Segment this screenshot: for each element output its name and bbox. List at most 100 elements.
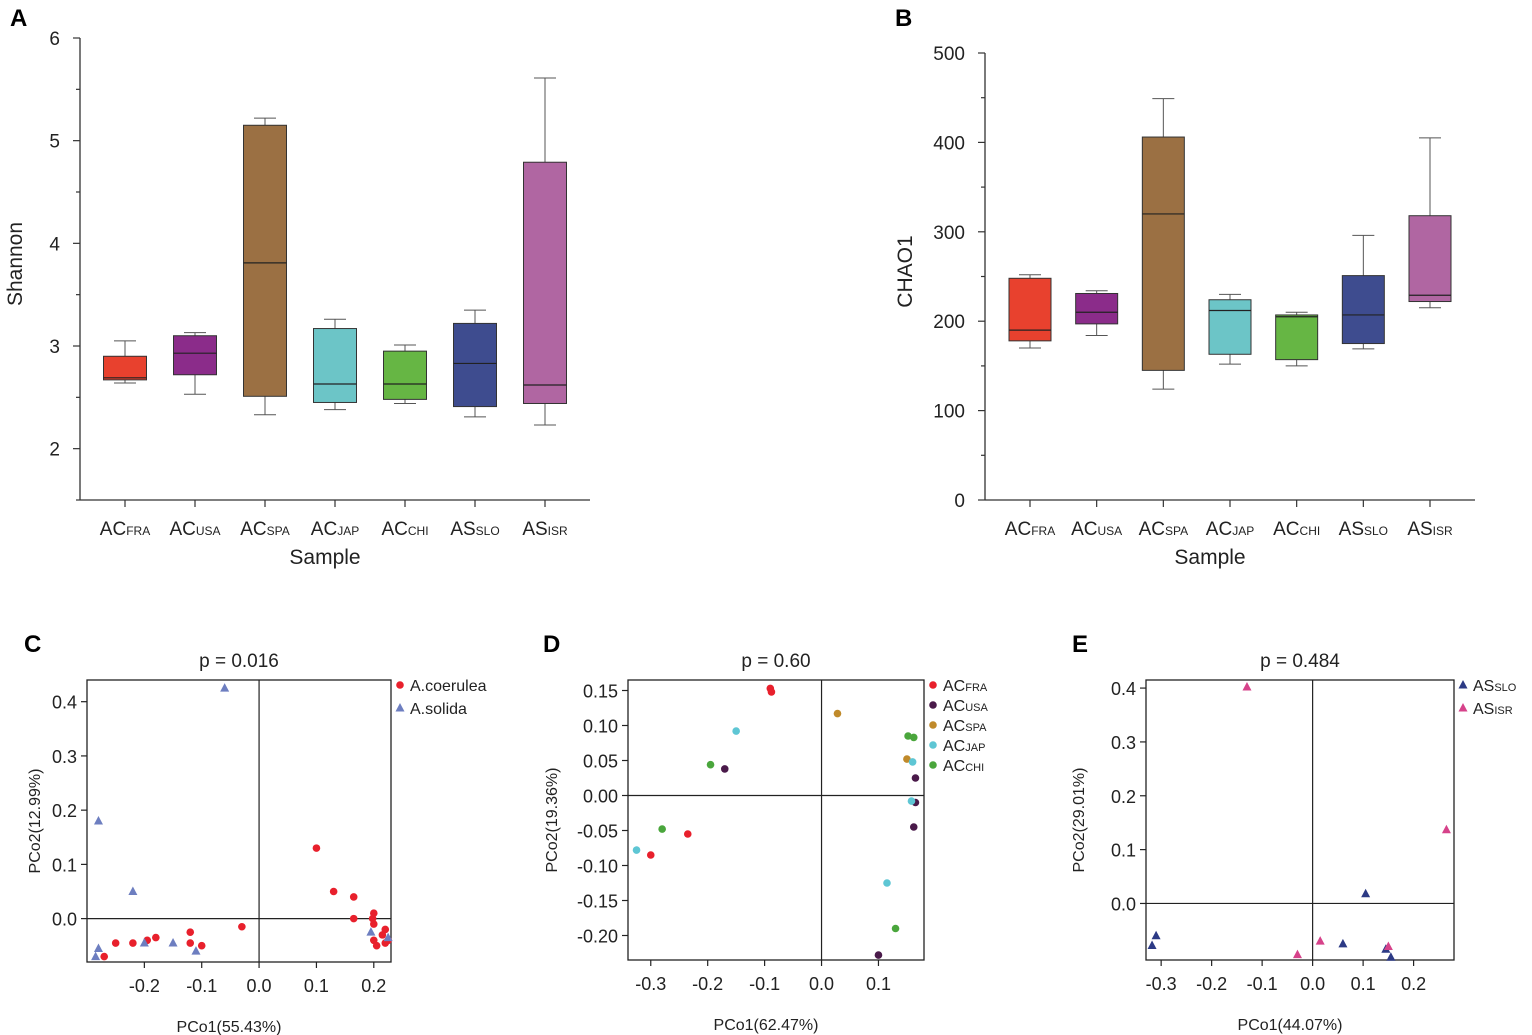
data-point <box>909 823 918 831</box>
data-point <box>683 830 692 838</box>
box-asslo: ASSLO <box>1339 234 1388 540</box>
box-chart-a: 2 3 4 5 6 Shannon ACFRA ACUSA ACSPA ACJAP ACCHI ASS… <box>4 29 590 569</box>
legend-marker <box>395 703 405 712</box>
data-point <box>349 914 358 923</box>
data-point <box>1361 888 1371 898</box>
y-tick-label: -0.05 <box>577 822 618 842</box>
data-point <box>909 733 918 742</box>
data-point <box>1383 941 1393 951</box>
data-point <box>312 844 321 852</box>
data-point <box>1386 952 1396 961</box>
x-tick-label: ACSPA <box>1139 519 1189 540</box>
data-point <box>93 816 103 825</box>
box-asisr: ASISR <box>1407 137 1453 540</box>
box-acspa: ACSPA <box>1139 98 1189 540</box>
series-acchi <box>658 732 918 933</box>
legend-marker <box>929 701 937 709</box>
x-axis-title: PCo1(55.43%) <box>177 1019 282 1035</box>
x-tick-label: -0.1 <box>1247 974 1278 994</box>
legend-entry: ACCHI <box>929 758 984 775</box>
charts-layer: 2 3 4 5 6 Shannon ACFRA ACUSA ACSPA ACJAP ACCHI ASS… <box>4 29 1517 1035</box>
data-point <box>1151 930 1161 940</box>
series-acjap <box>632 727 917 887</box>
x-tick-label: 0.0 <box>1300 974 1325 994</box>
data-point <box>93 943 103 952</box>
legend-marker <box>396 681 404 689</box>
y-tick-label: 0.4 <box>52 693 77 713</box>
box-acfra: ACFRA <box>1005 274 1055 540</box>
x-tick-label: 0.0 <box>809 974 834 994</box>
data-point <box>903 755 911 763</box>
x-tick-label: ACJAP <box>311 519 359 540</box>
x-tick-label: ASSLO <box>450 519 499 540</box>
data-point <box>381 939 390 947</box>
x-tick-label: 0.2 <box>1401 974 1426 994</box>
x-tick-label: ACCHI <box>381 519 428 540</box>
y-tick-label: 0.0 <box>52 910 77 930</box>
y-tick-label: -0.20 <box>577 927 618 947</box>
data-point <box>378 931 387 939</box>
data-point <box>732 727 740 735</box>
legend-entry: ACJAP <box>929 738 985 755</box>
plot-title: p = 0.016 <box>199 651 279 672</box>
y-tick-label: 0.15 <box>583 682 618 702</box>
y-tick-label: 0.0 <box>1111 894 1136 914</box>
data-point <box>1147 940 1157 949</box>
panel-letter-d: D <box>543 631 560 658</box>
x-tick-label: ACUSA <box>1071 519 1122 540</box>
legend-label: ACCHI <box>943 758 984 775</box>
box-acjap: ACJAP <box>311 318 359 540</box>
plot-frame <box>1145 679 1455 961</box>
scatter-chart-c: -0.2 -0.1 0.0 0.1 0.2 0.0 0.1 0.2 0.3 0.4 p = 0.01… <box>27 651 487 1035</box>
data-point <box>1242 682 1252 691</box>
y-tick-label: 4 <box>49 234 60 255</box>
y-tick-label: 0.3 <box>52 747 77 767</box>
box-asslo: ASSLO <box>450 309 500 540</box>
series-a-solida <box>91 683 393 961</box>
y-tick-label: 0.05 <box>583 752 618 772</box>
plot-frame <box>627 679 925 961</box>
box-asisr: ASISR <box>522 77 568 540</box>
x-tick-label: -0.1 <box>186 976 217 996</box>
data-point <box>220 683 230 692</box>
data-point <box>191 946 201 955</box>
y-tick-label: 0.1 <box>52 855 77 875</box>
x-axis-title: PCo1(62.47%) <box>714 1017 819 1034</box>
box-body <box>243 124 287 397</box>
y-tick-label: -0.15 <box>577 892 618 912</box>
data-point <box>186 939 195 947</box>
box-acusa: ACUSA <box>169 332 221 540</box>
x-tick-label: -0.2 <box>1196 974 1227 994</box>
legend-label: A.solida <box>410 701 467 718</box>
box-body <box>1075 292 1119 325</box>
box-body <box>453 322 497 408</box>
y-tick-label: 0 <box>954 491 965 512</box>
x-tick-label: -0.1 <box>749 974 780 994</box>
data-point <box>366 927 376 936</box>
y-tick-label: 500 <box>933 44 965 65</box>
x-tick-label: ACSPA <box>240 519 290 540</box>
x-tick-label: ACJAP <box>1206 519 1254 540</box>
legend-entry: A.coerulea <box>396 678 487 695</box>
y-tick-label: 400 <box>933 133 965 154</box>
y-tick-label: 6 <box>49 29 60 50</box>
x-tick-label: -0.2 <box>129 976 160 996</box>
box-acusa: ACUSA <box>1071 290 1122 540</box>
data-point <box>383 932 393 942</box>
data-point <box>369 920 378 928</box>
data-point <box>349 893 358 901</box>
data-point <box>907 797 916 805</box>
legend-entry: ACUSA <box>929 698 989 715</box>
y-tick-label: 200 <box>933 312 965 333</box>
box-body <box>1008 277 1052 342</box>
data-point <box>168 938 178 947</box>
plot-frame <box>86 679 392 963</box>
legend-entry: ACFRA <box>929 678 988 695</box>
series-a-coerulea <box>100 844 392 961</box>
y-tick-label: 0.2 <box>1111 787 1136 807</box>
data-point <box>129 939 137 947</box>
x-tick-label: ASISR <box>1407 519 1453 540</box>
x-tick-label: -0.3 <box>1146 974 1177 994</box>
x-tick-label: 0.1 <box>1351 974 1376 994</box>
y-tick-label: 100 <box>933 402 965 423</box>
